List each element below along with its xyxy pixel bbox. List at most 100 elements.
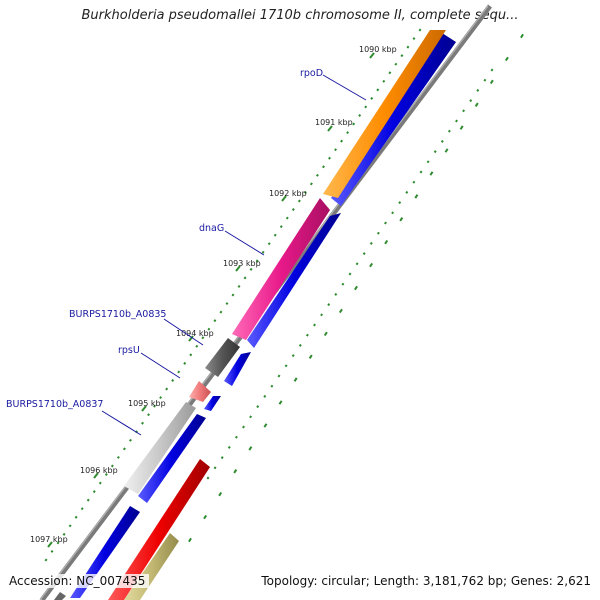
tick-dot bbox=[297, 199, 301, 203]
tick-label: 1090 kbp bbox=[359, 45, 397, 54]
tick-dot bbox=[177, 370, 181, 374]
gene-arrow-blue[interactable] bbox=[204, 396, 221, 411]
gc-dot bbox=[419, 170, 423, 174]
tick-label: 1095 kbp bbox=[128, 399, 166, 408]
gene-label-BURPS1710b_A0835[interactable]: BURPS1710b_A0835 bbox=[69, 309, 166, 320]
gc-dot bbox=[398, 201, 402, 205]
gc-dot bbox=[242, 425, 245, 429]
gc-dot bbox=[320, 313, 324, 317]
tick-dot bbox=[273, 233, 277, 237]
tick-dot bbox=[352, 122, 356, 126]
tick-dot bbox=[418, 28, 422, 32]
tick-dot bbox=[322, 165, 325, 169]
gc-dash bbox=[399, 217, 404, 222]
gc-dash bbox=[354, 285, 358, 291]
gene-label-rpsU[interactable]: rpsU bbox=[118, 345, 140, 356]
tick-dot bbox=[303, 190, 307, 194]
gc-dash bbox=[218, 491, 223, 497]
gc-dot bbox=[447, 129, 451, 133]
gc-dash bbox=[338, 308, 343, 314]
tick-dot bbox=[44, 558, 48, 562]
gc-dot bbox=[355, 262, 359, 266]
tick-dot bbox=[328, 156, 331, 160]
gc-dash bbox=[293, 377, 298, 382]
tick-dot bbox=[358, 114, 362, 117]
tick-mark bbox=[235, 265, 241, 272]
gc-dash bbox=[263, 423, 268, 428]
gene-red[interactable] bbox=[108, 459, 210, 600]
gene-BURPS1710b_A0835[interactable] bbox=[205, 338, 240, 377]
gene-BURPS1710b_A0837[interactable] bbox=[124, 402, 196, 494]
gc-dots-inner bbox=[206, 68, 494, 480]
gc-dot bbox=[348, 272, 352, 276]
gene-gray-bottom[interactable] bbox=[54, 592, 66, 600]
gc-dot bbox=[227, 445, 231, 449]
tick-dot bbox=[195, 344, 199, 348]
gene-rpoD[interactable] bbox=[323, 30, 446, 198]
tick-dot bbox=[279, 225, 283, 229]
gc-dash bbox=[233, 469, 238, 474]
gc-dot bbox=[426, 160, 430, 164]
gene-arrow-blue[interactable] bbox=[224, 352, 251, 386]
gc-dot bbox=[469, 99, 473, 103]
gc-dot bbox=[391, 211, 395, 215]
gene-arrow-blue[interactable] bbox=[138, 414, 206, 503]
tick-dot bbox=[334, 148, 337, 152]
gc-dot bbox=[270, 384, 274, 388]
gc-dash bbox=[489, 79, 494, 85]
gene-arrow-blue[interactable] bbox=[331, 33, 456, 206]
gene-labels: rpoD dnaG BURPS1710b_A0835 rpsU BURPS171… bbox=[6, 68, 367, 436]
tick-dot bbox=[74, 515, 78, 519]
gc-dash bbox=[429, 171, 434, 176]
gene-label-BURPS1710b_A0837[interactable]: BURPS1710b_A0837 bbox=[6, 399, 103, 410]
gc-dot bbox=[455, 119, 458, 123]
gc-dot bbox=[362, 252, 366, 256]
gene-arrow-blue[interactable] bbox=[247, 213, 341, 348]
tick-label: 1097 kbp bbox=[30, 535, 68, 544]
tick-dots-left bbox=[44, 28, 422, 562]
tick-dot bbox=[86, 498, 90, 502]
tick-dot bbox=[122, 447, 126, 451]
tick-dot bbox=[243, 276, 247, 280]
gc-dot bbox=[213, 466, 217, 470]
tick-dot bbox=[201, 336, 205, 340]
tick-dot bbox=[129, 438, 132, 442]
tick-dot bbox=[309, 182, 313, 186]
gc-dash bbox=[248, 446, 253, 451]
tick-dot bbox=[219, 310, 223, 314]
gc-dot bbox=[256, 405, 260, 409]
gc-dot bbox=[405, 190, 409, 194]
tick-dot bbox=[62, 532, 66, 536]
gc-dash bbox=[520, 33, 524, 39]
gene-label-rpoD[interactable]: rpoD bbox=[300, 68, 323, 79]
forward-strand bbox=[124, 30, 446, 494]
tick-dot bbox=[370, 96, 374, 100]
gene-label-dnaG[interactable]: dnaG bbox=[199, 223, 224, 234]
topology-summary: Topology: circular; Length: 3,181,762 bp… bbox=[257, 574, 591, 588]
gc-dash bbox=[459, 125, 464, 130]
tick-dot bbox=[207, 327, 211, 331]
accession-label: Accession: NC_007435 bbox=[9, 574, 150, 588]
gc-dot bbox=[433, 150, 437, 154]
tick-label: 1091 kbp bbox=[315, 118, 353, 127]
gc-dot bbox=[277, 374, 281, 378]
tick-dot bbox=[80, 507, 84, 511]
gc-dot bbox=[327, 303, 331, 307]
gc-dash bbox=[474, 102, 479, 107]
tick-dot bbox=[183, 361, 187, 365]
gc-dot bbox=[313, 323, 316, 327]
tick-dot bbox=[92, 490, 96, 494]
gc-dot bbox=[341, 282, 345, 286]
gc-dot bbox=[284, 364, 288, 368]
tick-dot bbox=[225, 302, 229, 306]
gc-dot bbox=[412, 180, 416, 184]
gc-dot bbox=[369, 241, 373, 245]
tick-dot bbox=[98, 481, 102, 485]
tick-dot bbox=[171, 379, 175, 382]
gene-dnaG[interactable] bbox=[232, 198, 330, 340]
gc-dash bbox=[308, 354, 313, 359]
tick-labels: 1090 kbp 1091 kbp 1092 kbp 1093 kbp 1094… bbox=[30, 45, 397, 544]
tick-dot bbox=[189, 353, 193, 357]
gene-rpsU[interactable] bbox=[189, 381, 211, 402]
